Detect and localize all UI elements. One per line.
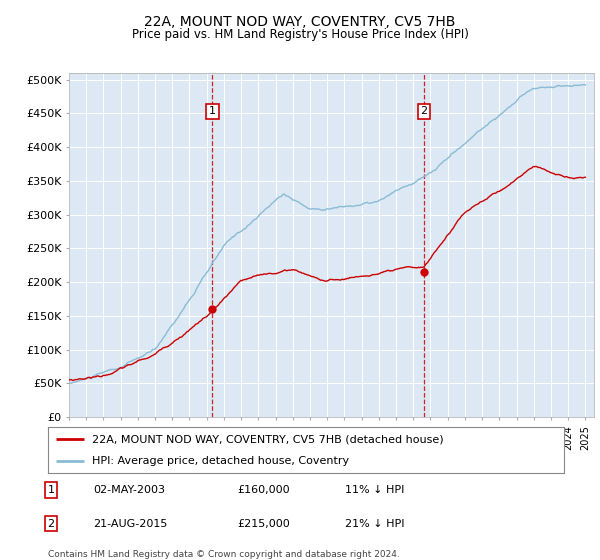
Text: 1: 1 [209, 106, 216, 116]
Text: £215,000: £215,000 [237, 519, 290, 529]
Text: Price paid vs. HM Land Registry's House Price Index (HPI): Price paid vs. HM Land Registry's House … [131, 28, 469, 41]
Text: 22A, MOUNT NOD WAY, COVENTRY, CV5 7HB: 22A, MOUNT NOD WAY, COVENTRY, CV5 7HB [145, 15, 455, 29]
Text: 21% ↓ HPI: 21% ↓ HPI [345, 519, 404, 529]
Text: HPI: Average price, detached house, Coventry: HPI: Average price, detached house, Cove… [92, 456, 349, 466]
Text: £160,000: £160,000 [237, 485, 290, 495]
Text: Contains HM Land Registry data © Crown copyright and database right 2024.
This d: Contains HM Land Registry data © Crown c… [48, 550, 400, 560]
Text: 11% ↓ HPI: 11% ↓ HPI [345, 485, 404, 495]
Text: 22A, MOUNT NOD WAY, COVENTRY, CV5 7HB (detached house): 22A, MOUNT NOD WAY, COVENTRY, CV5 7HB (d… [92, 434, 443, 444]
Text: 2: 2 [421, 106, 428, 116]
Text: 21-AUG-2015: 21-AUG-2015 [93, 519, 167, 529]
Text: 1: 1 [47, 485, 55, 495]
Text: 2: 2 [47, 519, 55, 529]
Text: 02-MAY-2003: 02-MAY-2003 [93, 485, 165, 495]
